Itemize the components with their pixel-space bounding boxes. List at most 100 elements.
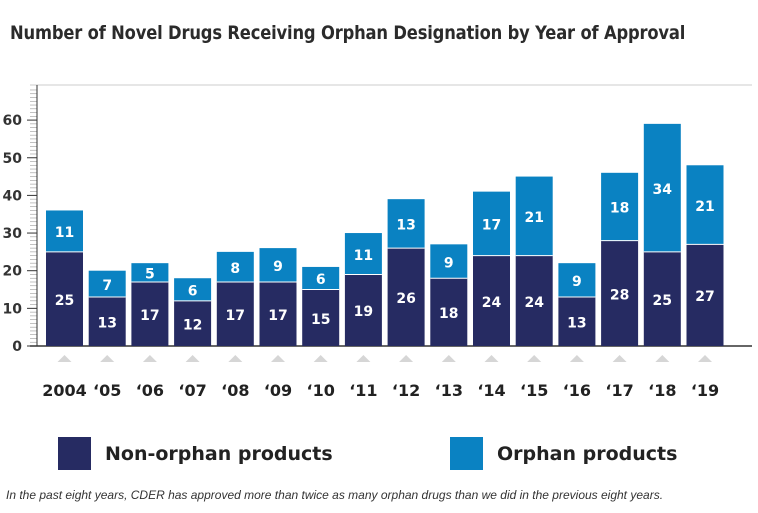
bar-label-orphan: 21 (524, 210, 543, 226)
y-tick-label: 40 (3, 188, 23, 204)
bar-orphan (46, 210, 83, 252)
bar-label-non-orphan: 24 (524, 295, 544, 311)
x-marker-triangle (698, 355, 712, 362)
x-marker-triangle (185, 355, 200, 362)
bar-label-orphan: 13 (396, 218, 415, 234)
bar-non-orphan (131, 281, 169, 346)
bar-non-orphan (88, 297, 126, 346)
bar-non-orphan (558, 297, 596, 346)
caption-note: In the past eight years, CDER has approv… (6, 488, 664, 502)
x-marker-triangle (569, 355, 584, 362)
legend-label-non-orphan: Non-orphan products (105, 443, 333, 465)
x-tick-label: ‘10 (307, 381, 335, 400)
bar-label-orphan: 17 (482, 218, 501, 234)
x-marker-triangle (441, 355, 456, 362)
x-marker-triangle (313, 355, 328, 362)
bar-label-non-orphan: 25 (653, 293, 672, 309)
bar-label-non-orphan: 25 (55, 293, 74, 309)
bar-label-non-orphan: 26 (396, 291, 415, 307)
bar-label-orphan: 9 (273, 259, 283, 275)
x-marker-triangle (228, 355, 243, 362)
bar-label-non-orphan: 28 (610, 287, 629, 303)
bar-orphan (131, 263, 169, 282)
bar-label-non-orphan: 15 (311, 312, 330, 328)
bar-orphan (88, 270, 126, 298)
x-marker-triangle (655, 355, 670, 362)
bar-label-non-orphan: 13 (567, 316, 586, 332)
bar-non-orphan (515, 255, 553, 346)
bar-label-orphan: 18 (610, 201, 629, 217)
bar-orphan (259, 248, 297, 282)
y-tick-label: 50 (3, 151, 23, 167)
y-axis-minor-ticks (30, 89, 37, 343)
bar-orphan (344, 233, 382, 275)
y-tick-label: 20 (3, 264, 23, 280)
x-tick-label: ‘12 (392, 381, 420, 400)
y-tick-label: 10 (3, 301, 23, 317)
x-marker-triangle (399, 355, 414, 362)
bar-orphan (387, 199, 425, 249)
bar-label-non-orphan: 24 (482, 295, 502, 311)
bar-non-orphan (430, 278, 468, 346)
bar-label-orphan: 34 (653, 182, 673, 198)
x-tick-label: ‘05 (93, 381, 121, 400)
x-tick-label: ‘06 (136, 381, 164, 400)
x-tick-label: ‘08 (221, 381, 249, 400)
y-tick-label: 0 (12, 339, 22, 355)
x-tick-label: ‘11 (349, 381, 377, 400)
bar-label-orphan: 6 (316, 272, 326, 288)
bar-orphan (473, 191, 510, 256)
bar-label-orphan: 21 (695, 199, 714, 215)
bar-orphan (302, 266, 340, 290)
x-tick-label: ‘15 (520, 381, 548, 400)
bar-label-non-orphan: 18 (439, 306, 458, 322)
x-marker-triangle (271, 355, 285, 362)
y-tick-label: 30 (3, 226, 23, 242)
bar-non-orphan (601, 240, 639, 346)
bar-label-orphan: 5 (145, 267, 155, 283)
bar-label-orphan: 6 (188, 284, 198, 300)
bar-label-non-orphan: 27 (695, 289, 714, 305)
bar-non-orphan (46, 251, 83, 346)
bar-orphan (686, 165, 724, 245)
y-axis-ticks: 0 10 20 30 40 50 60 (3, 113, 37, 355)
bar-orphan (515, 176, 553, 256)
bar-label-orphan: 8 (230, 261, 240, 277)
bars: 25 11 13 7 17 5 12 6 17 8 17 9 15 6 19 11 26 13 18 9 24 17 24 2… (46, 123, 724, 346)
bar-label-orphan: 11 (55, 225, 74, 241)
bar-label-non-orphan: 12 (183, 317, 202, 333)
bar-non-orphan (686, 244, 724, 346)
x-tick-label: ‘19 (691, 381, 719, 400)
x-marker-triangle (142, 355, 157, 362)
x-tick-label: 2004 (42, 381, 87, 400)
bar-orphan (558, 263, 596, 298)
bar-label-non-orphan: 17 (226, 308, 245, 324)
bar-orphan (601, 172, 639, 241)
bar-label-non-orphan: 13 (97, 316, 116, 332)
bar-non-orphan (387, 248, 425, 346)
legend-swatch-orphan (450, 437, 483, 470)
y-tick-label: 60 (3, 113, 23, 129)
x-tick-label: ‘18 (648, 381, 676, 400)
bar-non-orphan (259, 281, 297, 346)
bar-label-non-orphan: 19 (354, 304, 373, 320)
legend-label-orphan: Orphan products (497, 443, 678, 465)
bar-label-orphan: 11 (354, 248, 373, 264)
x-marker-triangle (527, 355, 542, 362)
chart-title: Number of Novel Drugs Receiving Orphan D… (10, 22, 686, 44)
x-tick-label: ‘09 (264, 381, 292, 400)
x-axis-markers (57, 355, 712, 362)
x-tick-label: ‘16 (563, 381, 591, 400)
x-tick-label: ‘07 (178, 381, 206, 400)
bar-non-orphan (643, 251, 681, 346)
x-axis-ticks: 2004 ‘05 ‘06 ‘07 ‘08 ‘09 ‘10 ‘11 ‘12 ‘13 ‘14 ‘15 ‘16… (42, 381, 719, 400)
bar-label-non-orphan: 17 (140, 308, 159, 324)
x-marker-triangle (612, 355, 627, 362)
x-tick-label: ‘17 (605, 381, 633, 400)
bar-orphan (643, 123, 681, 252)
x-marker-triangle (484, 355, 499, 362)
bar-label-orphan: 9 (572, 274, 582, 290)
x-tick-label: ‘14 (477, 381, 505, 400)
x-tick-label: ‘13 (435, 381, 463, 400)
x-marker-triangle (57, 355, 72, 362)
